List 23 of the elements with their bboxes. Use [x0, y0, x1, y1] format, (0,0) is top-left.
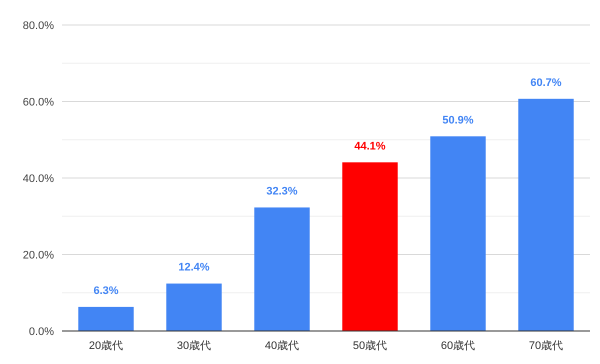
- data-label: 32.3%: [266, 185, 298, 198]
- data-label: 12.4%: [178, 262, 210, 274]
- data-label: 44.1%: [354, 140, 386, 152]
- bar: [430, 136, 486, 331]
- y-tick-label: 20.0%: [22, 250, 54, 262]
- x-tick-label: 30歳代: [176, 339, 212, 352]
- x-tick-label: 20歳代: [88, 339, 124, 352]
- bar: [342, 162, 398, 331]
- x-tick-label: 70歳代: [528, 339, 564, 352]
- bar: [78, 306, 134, 331]
- bar: [254, 207, 310, 331]
- x-tick-label: 50歳代: [352, 339, 388, 352]
- bar: [166, 284, 222, 331]
- data-label: 60.7%: [530, 76, 562, 89]
- data-label: 6.3%: [93, 284, 119, 297]
- y-tick-label: 80.0%: [22, 20, 54, 32]
- x-tick-label: 60歳代: [440, 339, 476, 352]
- x-tick-label: 40歳代: [264, 339, 300, 352]
- y-tick-label: 60.0%: [22, 96, 54, 108]
- data-label: 50.9%: [442, 114, 474, 126]
- bar: [518, 98, 574, 331]
- y-tick-label: 40.0%: [22, 173, 54, 185]
- y-tick-label: 0.0%: [28, 326, 54, 338]
